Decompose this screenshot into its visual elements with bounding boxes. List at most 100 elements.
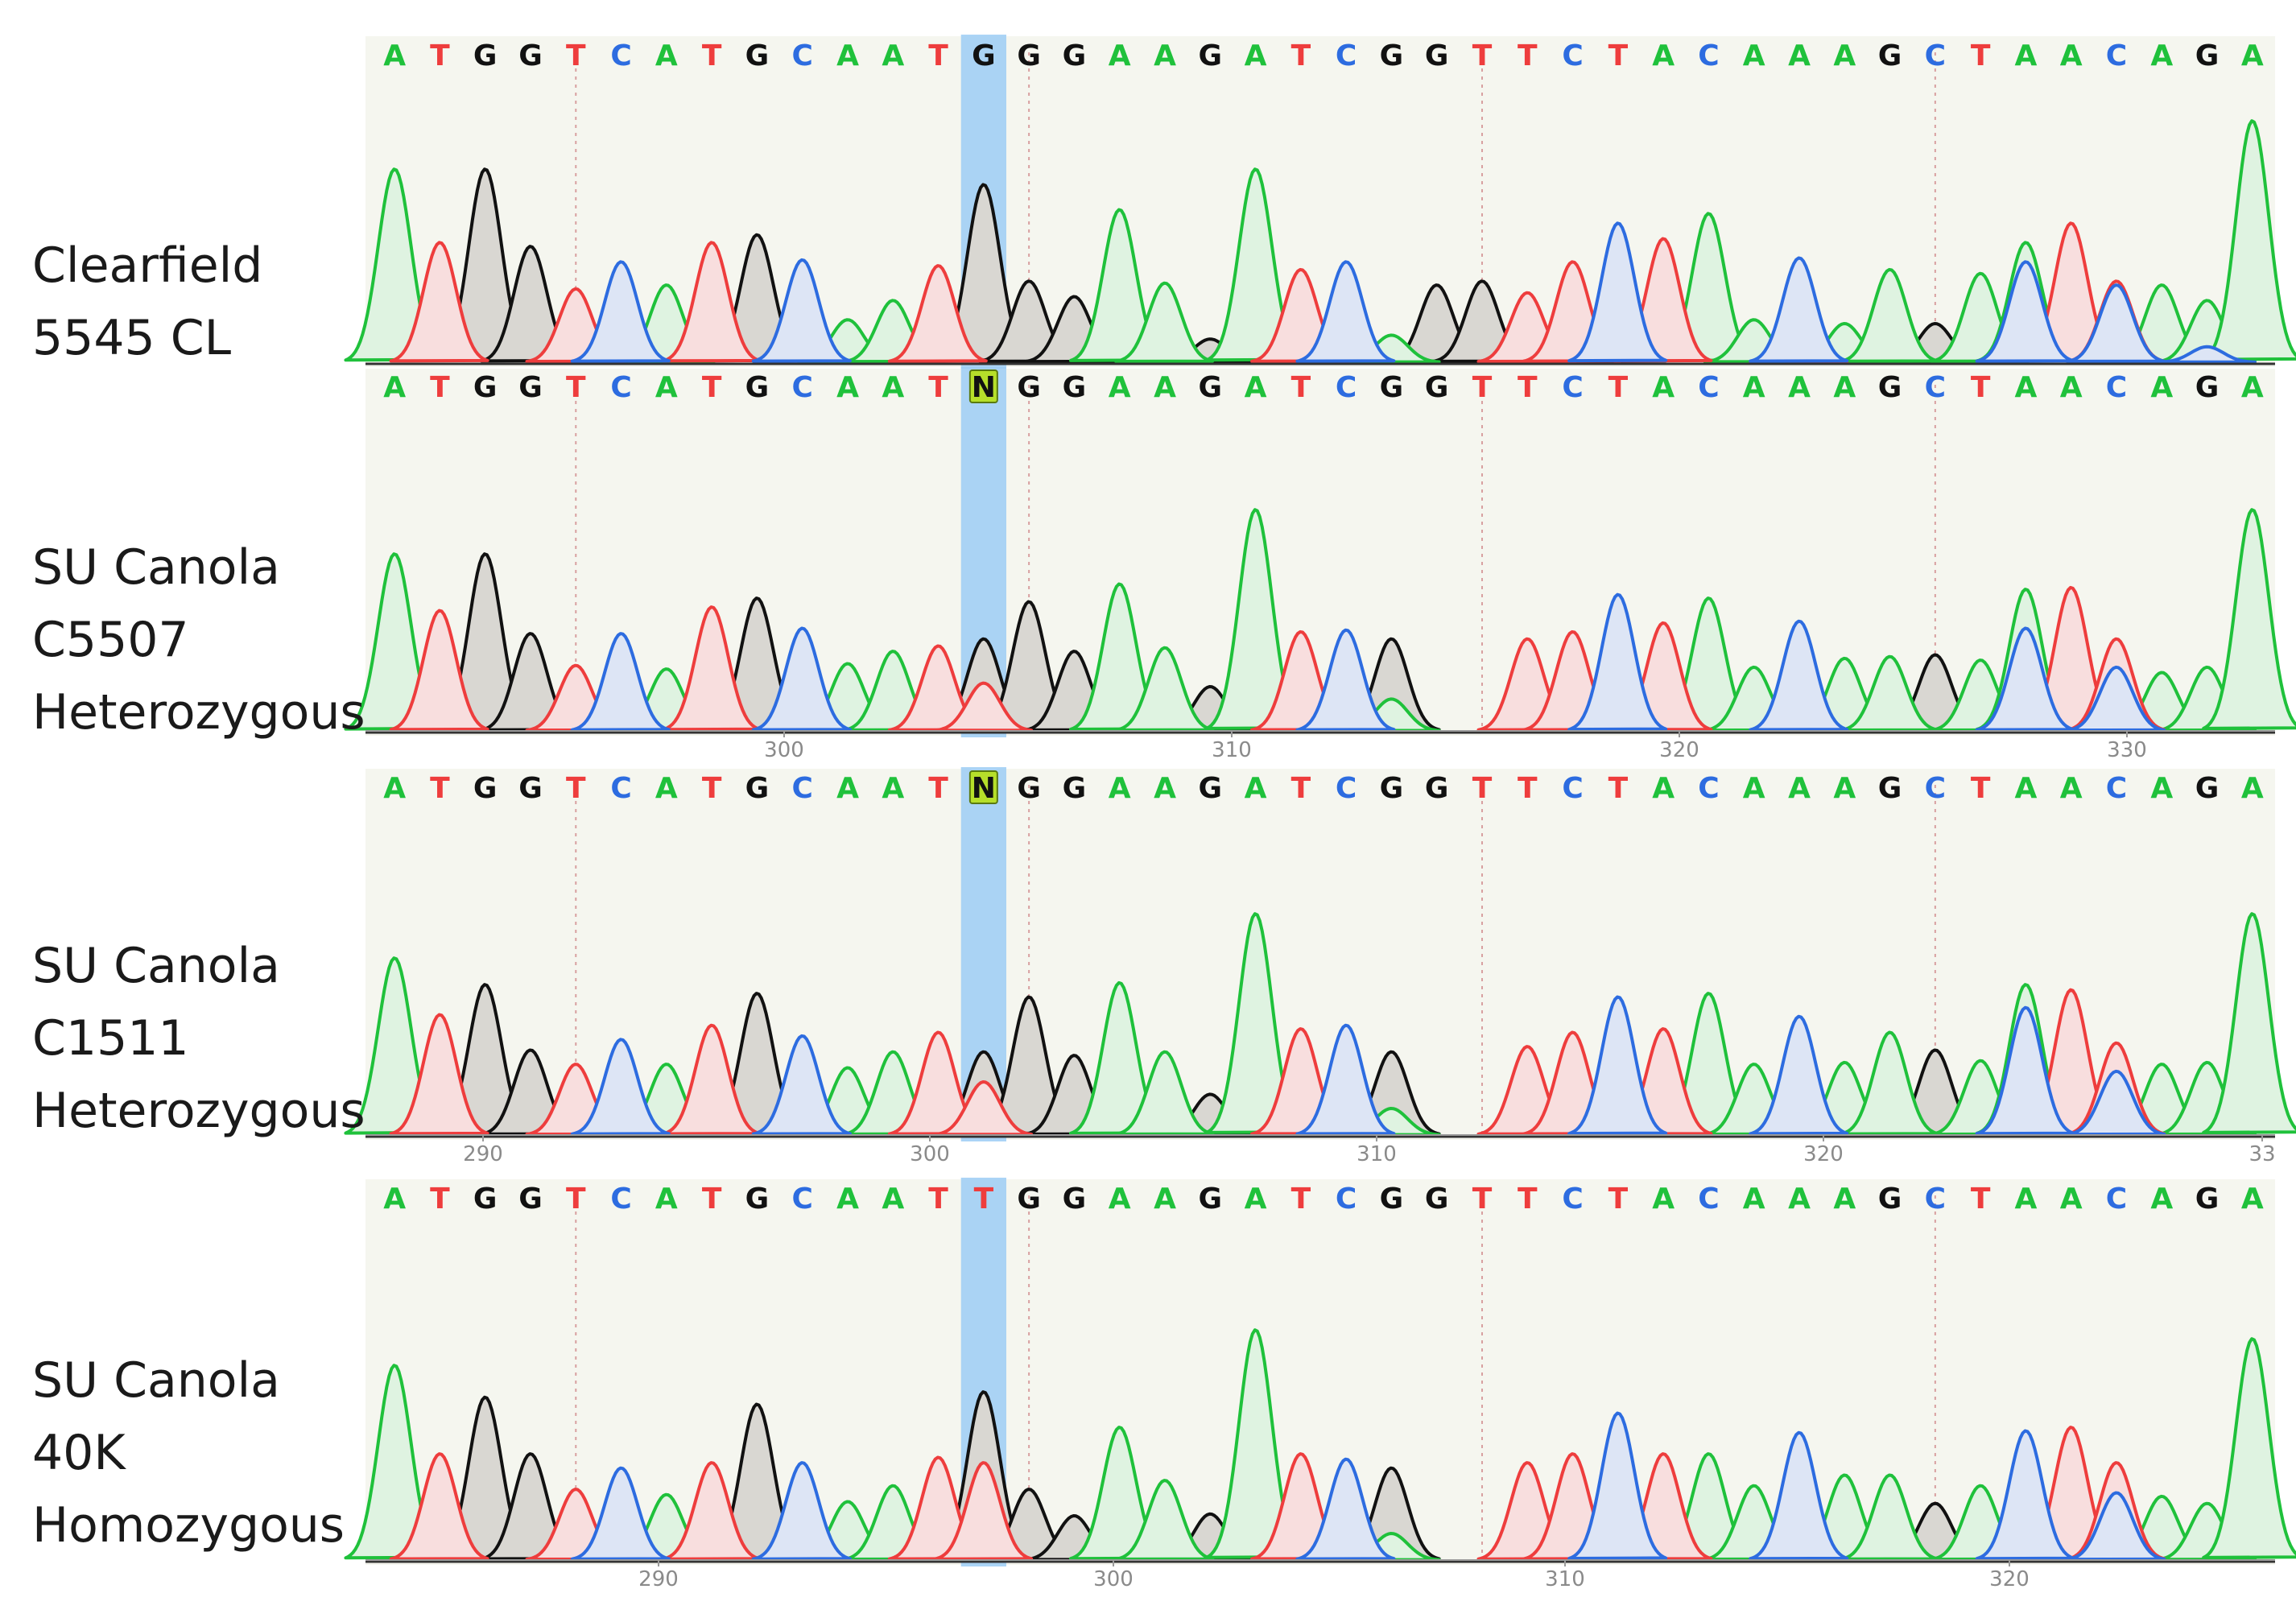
base-call: C — [792, 39, 813, 72]
base-call: A — [1109, 772, 1131, 805]
base-call: G — [1878, 39, 1902, 72]
position-tick-label: 310 — [1212, 738, 1252, 762]
base-call: T — [566, 371, 586, 404]
position-tick-label: 290 — [463, 1142, 503, 1166]
base-call: G — [473, 772, 498, 805]
peak — [570, 260, 671, 363]
label-line: Heterozygous — [32, 684, 365, 741]
peak — [389, 609, 489, 732]
base-call: G — [1063, 39, 1087, 72]
base-call: G — [1063, 371, 1087, 404]
base-call: T — [1518, 1183, 1538, 1216]
base-call: C — [1562, 1183, 1583, 1216]
peak — [1114, 1050, 1215, 1136]
peak — [1975, 1429, 2075, 1561]
peak — [1839, 654, 1939, 732]
base-call: C — [1562, 772, 1583, 805]
base-call: G — [745, 371, 770, 404]
peak — [1295, 1023, 1396, 1136]
peak — [1567, 221, 1668, 363]
peak — [1295, 260, 1396, 363]
trace-background — [365, 369, 2275, 736]
base-call: C — [2106, 371, 2127, 404]
peak — [751, 1461, 852, 1561]
base-call: G — [2195, 371, 2220, 404]
n-base-badge — [968, 770, 998, 804]
base-call: G — [518, 371, 543, 404]
base-call: G — [2195, 39, 2220, 72]
base-call: G — [518, 39, 543, 72]
base-call: C — [2106, 1183, 2127, 1216]
peak — [1749, 1430, 1849, 1561]
base-call: A — [1833, 772, 1856, 805]
label-line: 5545 CL — [32, 310, 232, 366]
peak — [1839, 267, 1939, 363]
base-call: A — [1109, 371, 1131, 404]
base-call: A — [2014, 39, 2037, 72]
label-line: 40K — [32, 1425, 126, 1481]
base-call: T — [430, 371, 450, 404]
peak — [661, 1461, 762, 1561]
label-line: SU Canola — [32, 539, 280, 596]
peak — [1749, 256, 1849, 363]
base-call: T — [566, 772, 586, 805]
base-call: T — [566, 1183, 586, 1216]
base-call: A — [836, 1183, 859, 1216]
peak — [2202, 912, 2296, 1134]
base-call: A — [1743, 1183, 1765, 1216]
label-line: Homozygous — [32, 1497, 345, 1554]
base-call: G — [1199, 1183, 1223, 1216]
base-call: C — [1336, 371, 1357, 404]
peak — [2066, 283, 2166, 363]
base-call: G — [1425, 772, 1449, 805]
base-call: G — [1017, 39, 1041, 72]
base-call: A — [2241, 772, 2264, 805]
base-call: C — [1698, 371, 1719, 404]
peak — [1295, 628, 1396, 732]
position-tick-label: 330 — [2107, 738, 2147, 762]
base-call: T — [1472, 1183, 1493, 1216]
base-call: A — [1154, 371, 1176, 404]
trace-c — [570, 592, 2166, 733]
base-call: A — [1652, 371, 1675, 404]
base-call: G — [473, 39, 498, 72]
base-call: T — [430, 1183, 450, 1216]
peak — [661, 605, 762, 732]
base-call: A — [1788, 772, 1811, 805]
base-call: G — [518, 772, 543, 805]
base-call: G — [745, 772, 770, 805]
base-call: A — [882, 39, 904, 72]
base-call: A — [882, 371, 904, 404]
trace-c — [570, 221, 2257, 364]
base-call: A — [1154, 772, 1176, 805]
position-tick-label: 33 — [2249, 1142, 2275, 1166]
base-call: A — [2241, 39, 2264, 72]
base-call: A — [1743, 39, 1765, 72]
base-call: C — [610, 772, 631, 805]
base-call: G — [745, 1183, 770, 1216]
peak — [2066, 1069, 2166, 1137]
base-call: A — [2014, 1183, 2037, 1216]
sample-label-c1511: SU Canola C1511 Heterozygous — [32, 930, 365, 1147]
base-call: T — [702, 371, 722, 404]
base-call: C — [792, 772, 813, 805]
peak — [661, 241, 762, 363]
base-call: N — [972, 371, 996, 404]
peak — [1114, 1479, 1215, 1561]
base-call: A — [1245, 1183, 1267, 1216]
position-tick-label: 300 — [764, 738, 804, 762]
base-call: A — [2150, 1183, 2173, 1216]
peak — [389, 241, 489, 363]
base-call: A — [655, 371, 678, 404]
base-call: A — [1652, 1183, 1675, 1216]
base-call: C — [792, 1183, 813, 1216]
peak — [389, 1452, 489, 1561]
peak — [570, 632, 671, 732]
position-tick-label: 320 — [1803, 1142, 1844, 1166]
sample-label-c5507: SU Canola C5507 Heterozygous — [32, 531, 365, 749]
base-call: C — [610, 1183, 631, 1216]
sample-label-40k: SU Canola 40K Homozygous — [32, 1344, 345, 1562]
peak — [933, 1461, 1034, 1561]
base-call: C — [1698, 39, 1719, 72]
